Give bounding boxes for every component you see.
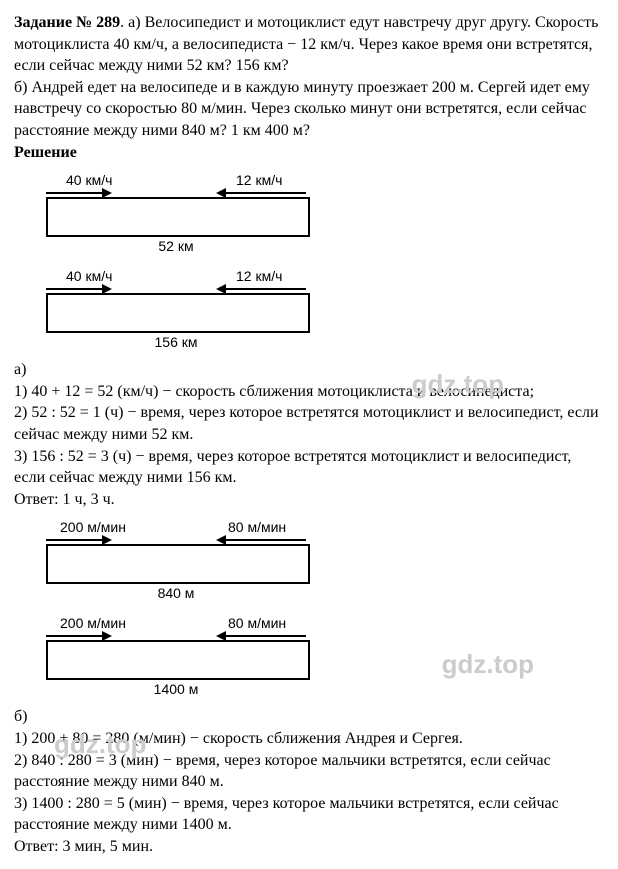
diagram-3: 200 м/мин 80 м/мин 840 м — [46, 516, 326, 606]
d1-distance: 52 км — [46, 237, 306, 256]
d2-right-speed: 12 км/ч — [236, 267, 282, 286]
sol-a-step3: 3) 156 : 52 = 3 (ч) − время, через котор… — [14, 446, 604, 489]
d4-right-speed: 80 м/мин — [228, 614, 286, 633]
sol-b-step3: 3) 1400 : 280 = 5 (мин) − время, через к… — [14, 793, 604, 836]
d2-arrow-left-line — [46, 288, 102, 290]
d3-distance: 840 м — [46, 584, 306, 603]
d4-rect — [46, 640, 310, 680]
sol-a-header: а) — [14, 359, 604, 381]
d2-distance: 156 км — [46, 333, 306, 352]
sol-b-header: б) — [14, 706, 604, 728]
d3-right-speed: 80 м/мин — [228, 518, 286, 537]
task-b: б) Андрей едет на велосипеде и в каждую … — [14, 77, 604, 142]
sol-a-answer: Ответ: 1 ч, 3 ч. — [14, 489, 604, 511]
d2-rect — [46, 293, 310, 333]
sol-a-step1: 1) 40 + 12 = 52 (км/ч) − скорость сближе… — [14, 381, 604, 403]
d1-right-speed: 12 км/ч — [236, 171, 282, 190]
d3-left-speed: 200 м/мин — [60, 518, 126, 537]
diagram-2: 40 км/ч 12 км/ч 156 км — [46, 265, 326, 355]
d1-rect — [46, 197, 310, 237]
sol-b-step1: 1) 200 + 80 = 280 (м/мин) − скорость сбл… — [14, 728, 604, 750]
d1-arrow-left-line — [46, 192, 102, 194]
d1-arrow-right-line — [226, 192, 306, 194]
d3-arrow-left-line — [46, 539, 102, 541]
d2-arrow-right-line — [226, 288, 306, 290]
d3-arrow-right-line — [226, 539, 306, 541]
watermark-2: gdz.top — [442, 647, 534, 682]
d4-arrow-left-line — [46, 635, 102, 637]
sol-a-step2: 2) 52 : 52 = 1 (ч) − время, через которо… — [14, 402, 604, 445]
diagram-1: 40 км/ч 12 км/ч 52 км — [46, 169, 326, 259]
d3-rect — [46, 544, 310, 584]
d4-arrow-right-line — [226, 635, 306, 637]
diagram-4: 200 м/мин 80 м/мин 1400 м — [46, 612, 326, 702]
d4-left-speed: 200 м/мин — [60, 614, 126, 633]
task-paragraph: Задание № 289. а) Велосипедист и мотоцик… — [14, 12, 604, 77]
d4-distance: 1400 м — [46, 680, 306, 699]
sol-b-answer: Ответ: 3 мин, 5 мин. — [14, 836, 604, 858]
solution-label: Решение — [14, 142, 604, 164]
sol-b-step2: 2) 840 : 280 = 3 (мин) − время, через ко… — [14, 750, 604, 793]
task-title: Задание № 289 — [14, 14, 120, 31]
